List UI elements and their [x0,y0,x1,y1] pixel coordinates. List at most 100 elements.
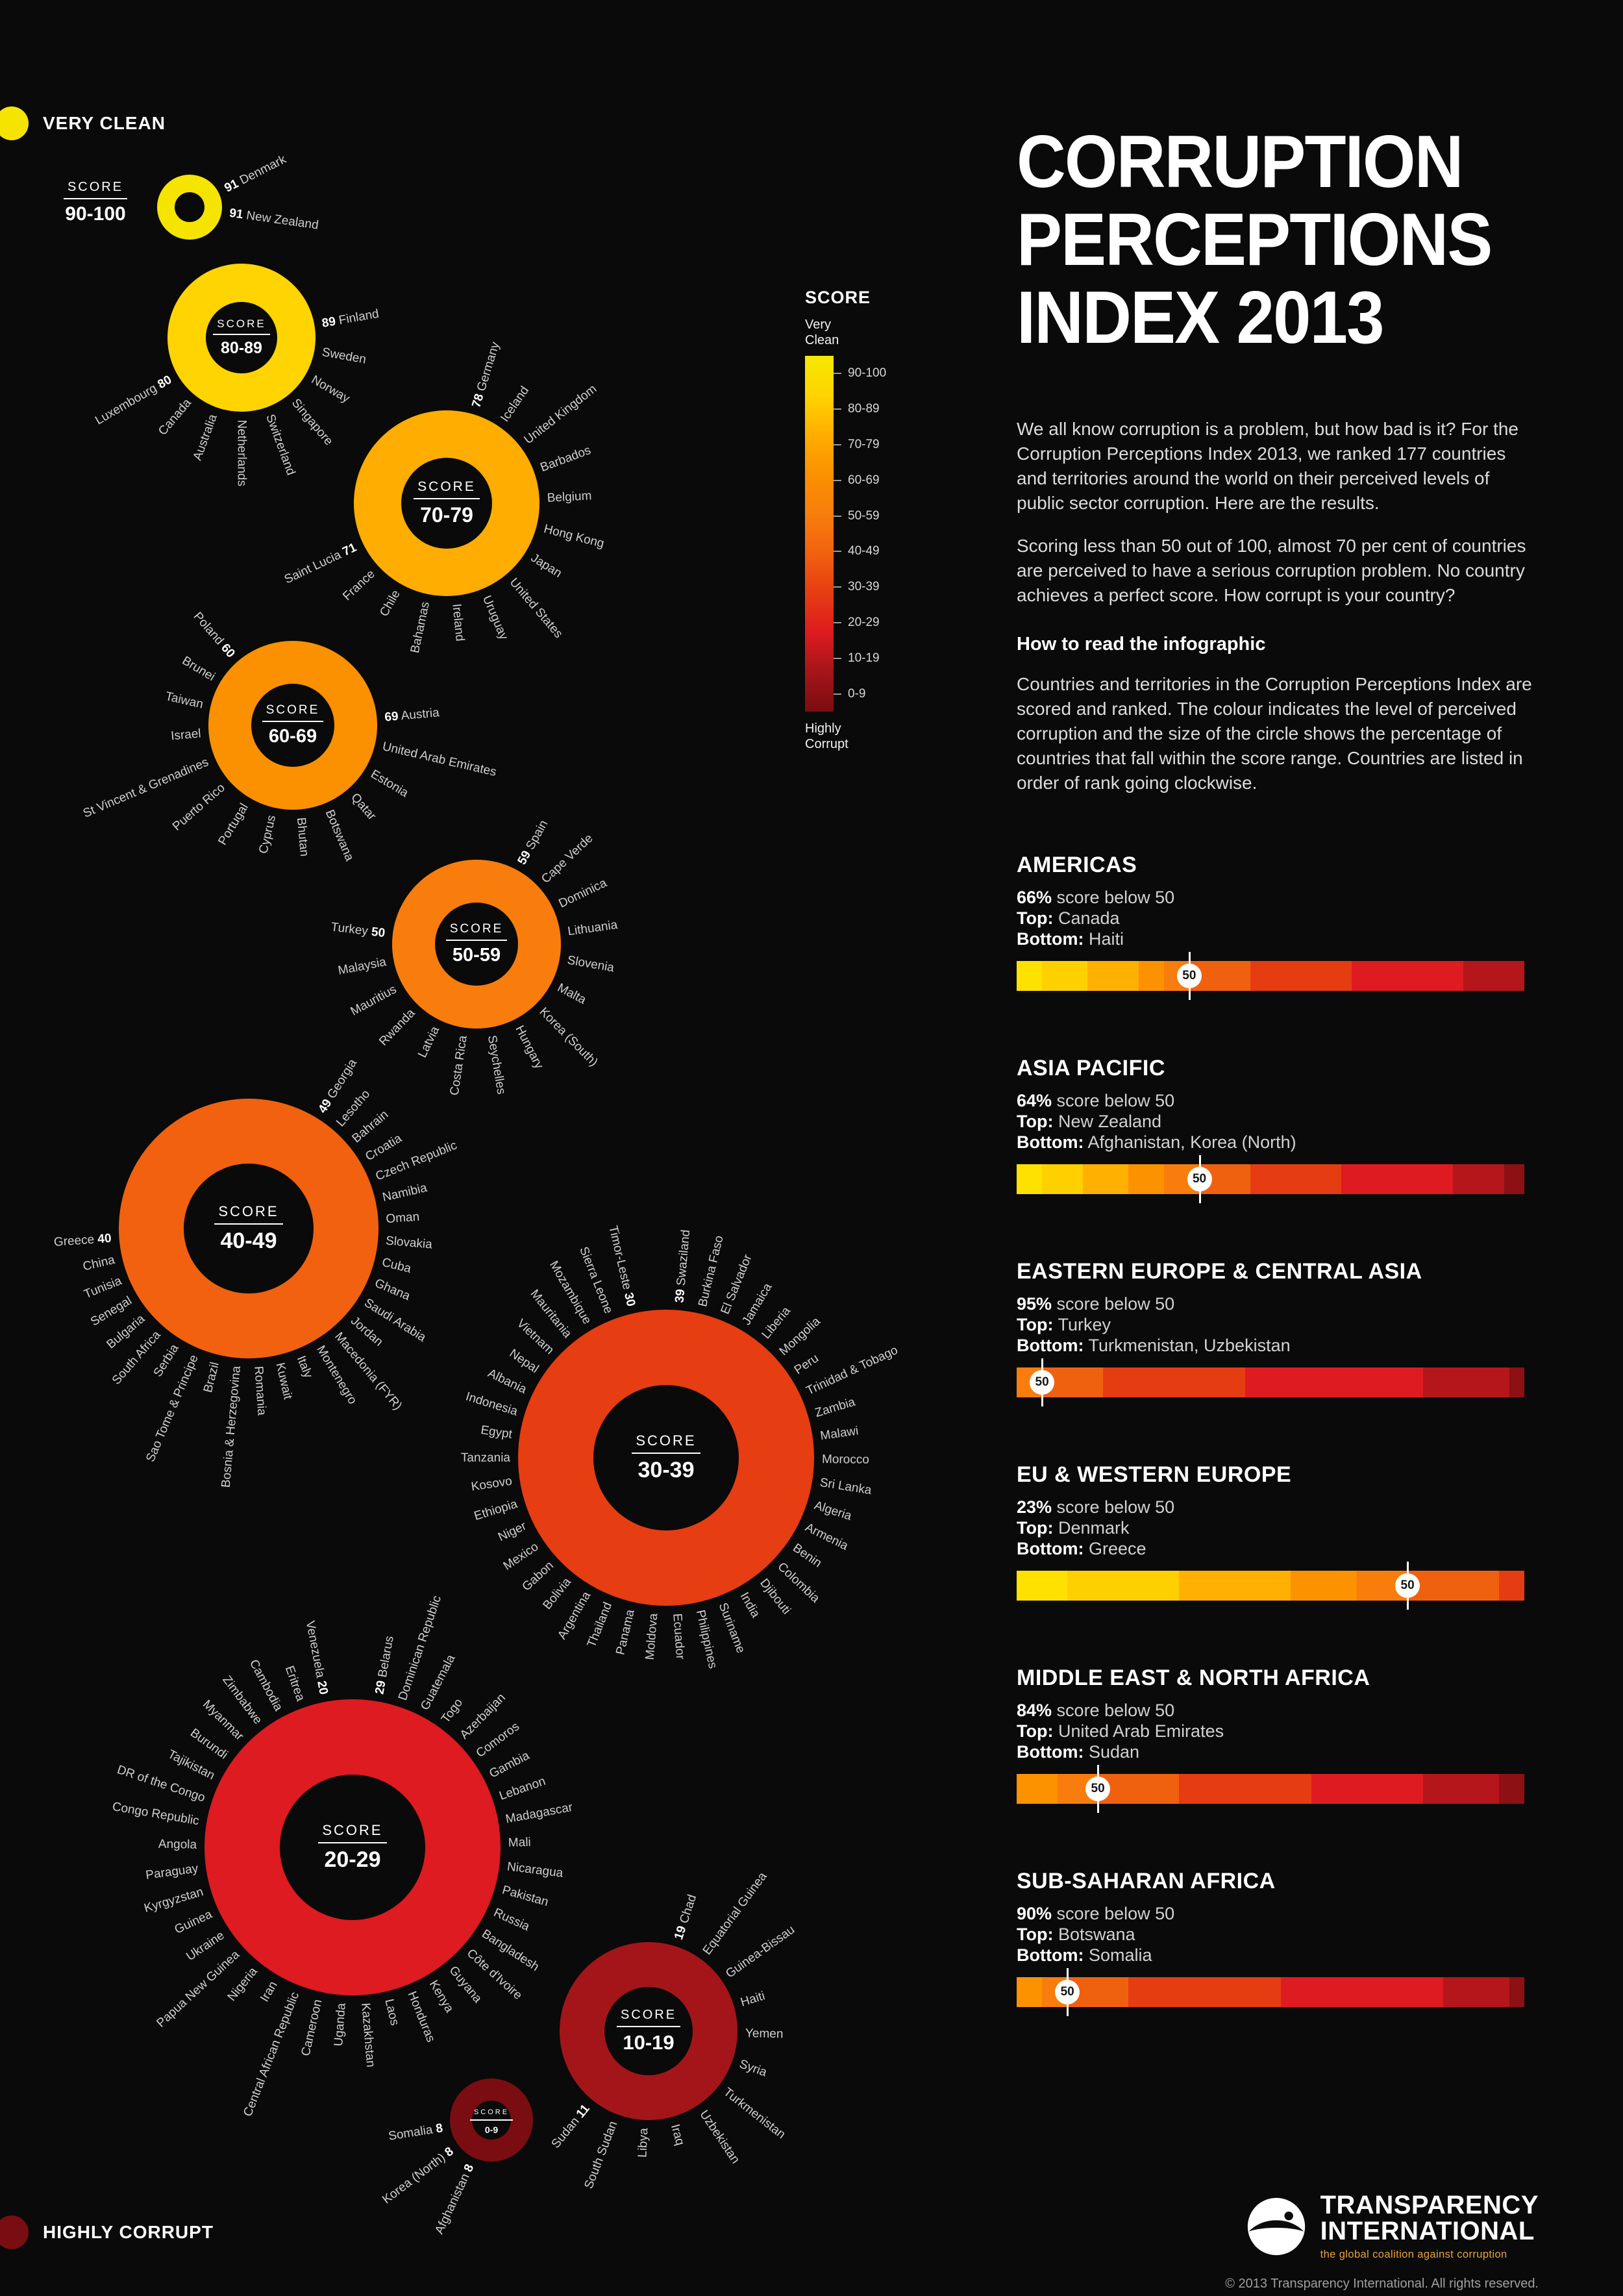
score-ring-40-49: SCORE 40-49 [119,1099,378,1358]
legend-gradient [805,356,834,712]
region-name: EASTERN EUROPE & CENTRAL ASIA [1017,1259,1422,1284]
score-ring-60-69: SCORE 60-69 [208,641,377,810]
legend-tick: 50-59 [834,509,886,523]
score-ring-10-19: SCORE 10-19 [560,1942,737,2120]
region-section: ASIA PACIFIC 64% score below 50 Top: New… [1017,1056,1539,1203]
region-section: EU & WESTERN EUROPE 23% score below 50 T… [1017,1462,1539,1610]
region-top-line: Top: Denmark [1017,1517,1539,1538]
region-top-label: Top: [1017,1518,1054,1538]
score-ring-80-89: SCORE 80-89 [167,264,316,412]
bar-segment [1042,961,1088,991]
bar-segment [1245,1367,1423,1397]
region-bottom-value: Afghanistan, Korea (North) [1084,1132,1296,1152]
score-range: 60-69 [268,726,317,747]
region-pct-line: 23% score below 50 [1017,1497,1539,1517]
ring-hole: SCORE 30-39 [593,1385,739,1530]
region-pct-line: 64% score below 50 [1017,1090,1539,1111]
tick-label: 60-69 [848,473,880,487]
region-top-value: Canada [1053,908,1120,928]
region-top-value: New Zealand [1053,1112,1162,1131]
poster-title: CORRUPTION PERCEPTIONS INDEX 2013 [1017,123,1539,357]
country-label: 91 Denmark [222,153,289,195]
bar-segment [1422,1774,1499,1804]
ring-hole: SCORE 0-9 [469,2101,514,2140]
legend-tick: 30-39 [834,580,886,594]
ring-hole [175,192,204,222]
legend-ticks: 90-100 80-89 70-79 60-69 50-59 40-49 30-39 20-2… [834,356,886,712]
very-clean-text: VERY CLEAN [43,113,166,133]
bar-segment [1311,1774,1423,1804]
score-range: 70-79 [420,503,473,527]
score-word: SCORE [318,1822,387,1843]
score-label-80-89: SCORE 80-89 [213,318,270,358]
region-pct-line: 95% score below 50 [1017,1293,1539,1314]
region-top-value: Botswana [1053,1925,1135,1944]
score-50-marker: 50 [1176,964,1202,988]
tick-label: 10-19 [848,651,880,665]
highly-corrupt-legend: HIGHLY CORRUPT [0,2215,214,2249]
bar-segment [1042,1164,1083,1194]
region-pct-line: 90% score below 50 [1017,1903,1539,1924]
legend-tick: 40-49 [834,544,886,558]
tick-dash-icon [834,373,841,375]
bar-segment [1067,1571,1180,1601]
legend-title: SCORE [805,288,871,307]
region-top-line: Top: Canada [1017,908,1539,929]
tick-label: 0-9 [848,686,866,701]
tick-dash-icon [834,586,841,588]
region-pct-line: 84% score below 50 [1017,1700,1539,1721]
bar-segment [1291,1571,1357,1601]
intro: We all know corruption is a problem, but… [1017,417,1539,608]
score-label-20-29: SCORE 20-29 [318,1822,387,1873]
score-word: SCORE [213,318,270,335]
bar-segment [1138,961,1164,991]
bar-segment [1098,1774,1180,1804]
how-to-read-heading: How to read the infographic [1017,634,1266,655]
region-section: EASTERN EUROPE & CENTRAL ASIA 95% score … [1017,1259,1539,1406]
region-top-label: Top: [1017,908,1054,928]
very-clean-legend: VERY CLEAN [0,106,166,140]
bar-segment [1102,1367,1245,1397]
legend-body: 90-100 80-89 70-79 60-69 50-59 40-49 30-39 20-2… [805,356,886,712]
tick-label: 30-39 [848,580,880,594]
brand-tagline: the global coalition against corruption [1320,2249,1507,2260]
score-range: 0-9 [484,2124,499,2135]
score-ring-0-9: SCORE 0-9 [450,2078,533,2162]
bar-segment [1509,1367,1524,1397]
region-section: AMERICAS 66% score below 50 Top: Canada … [1017,853,1539,1000]
bar-segment [1179,1774,1311,1804]
score-50-marker: 50 [1030,1370,1055,1395]
bar-segment [1504,1164,1524,1194]
bar-segment [1341,1164,1454,1194]
region-top-label: Top: [1017,1721,1054,1741]
region-pct-suffix: score below 50 [1052,1701,1175,1720]
tick-dash-icon [834,443,841,445]
region-bottom-label: Bottom: [1017,1132,1084,1152]
region-bottom-line: Bottom: Somalia [1017,1945,1539,1965]
region-pct-suffix: score below 50 [1052,1904,1175,1923]
region-bottom-line: Bottom: Turkmenistan, Uzbekistan [1017,1335,1539,1356]
score-50-marker: 50 [1055,1980,1080,2004]
score-range: 30-39 [638,1458,695,1482]
region-bottom-value: Turkmenistan, Uzbekistan [1084,1336,1291,1355]
bar-segments [1017,1367,1524,1397]
region-name: MIDDLE EAST & NORTH AFRICA [1017,1666,1370,1690]
bar-segment [1463,961,1524,991]
score-label-0-9: SCORE 0-9 [469,2106,514,2135]
score-label-10-19: SCORE 10-19 [616,2008,681,2054]
score-label-90-100: SCORE 90-100 [43,180,147,225]
region-top-value: United Arab Emirates [1053,1721,1224,1741]
ring-hole: SCORE 70-79 [401,458,492,549]
bar-segment [1498,1571,1524,1601]
score-ring-70-79: SCORE 70-79 [354,410,539,596]
bar-segment [1280,1977,1443,2007]
ring-hole: SCORE 10-19 [604,1987,693,2075]
bar-segment [1509,1977,1524,2007]
region-score-bar: 50 [1017,952,1524,1000]
bar-segments [1017,1977,1524,2007]
bar-segment [1453,1164,1504,1194]
region-name: EU & WESTERN EUROPE [1017,1462,1292,1487]
region-bottom-label: Bottom: [1017,1945,1084,1965]
tick-label: 80-89 [848,402,880,416]
